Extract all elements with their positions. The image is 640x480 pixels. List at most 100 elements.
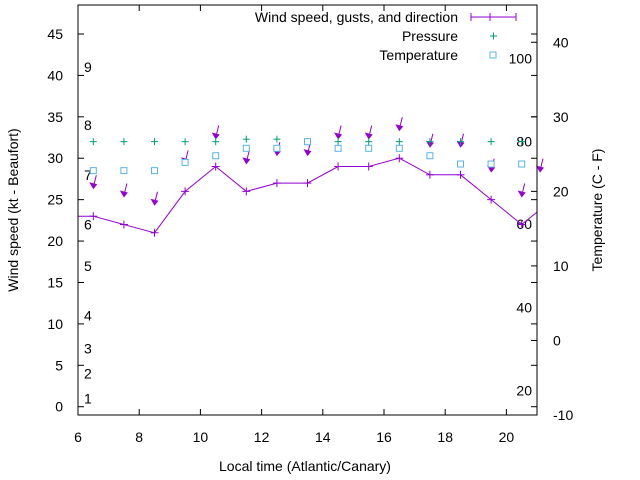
arrow-head (242, 157, 251, 165)
pressure-point (120, 138, 128, 146)
temperature-point (212, 152, 220, 160)
temperature-point (487, 160, 495, 168)
y2-tick-label: -10 (553, 407, 573, 423)
temperature-point (120, 167, 128, 175)
legend-temperature-marker (489, 51, 497, 59)
y2-tick-label: 40 (553, 34, 569, 50)
temperature-point (334, 144, 342, 152)
wind-speed-point (334, 162, 343, 171)
pressure-point (242, 135, 250, 143)
wind-speed-point (364, 162, 373, 171)
y-tick-label: 40 (47, 67, 63, 83)
legend-label-temperature: Temperature (379, 47, 458, 63)
pressure-point (518, 138, 526, 146)
pressure-point (365, 138, 373, 146)
x-axis-label: Local time (Atlantic/Canary) (219, 458, 391, 474)
arrow-head (150, 198, 159, 206)
y-tick-label: 35 (47, 109, 63, 125)
x-tick-label: 14 (315, 429, 331, 445)
temperature-point (426, 152, 434, 160)
legend: Wind speed, gusts, and direction Pressure… (255, 9, 517, 63)
y-tick-label: 45 (47, 26, 63, 42)
arrow-head (517, 190, 526, 198)
pressure-point (181, 138, 189, 146)
wind-speed-point (487, 195, 496, 204)
temperature-point (304, 138, 311, 146)
temperature-point (242, 144, 250, 152)
fahrenheit-label: 20 (516, 382, 532, 398)
beaufort-label: 5 (84, 258, 92, 274)
wind-direction-arrow (334, 125, 343, 140)
arrow-head (303, 149, 312, 157)
arrow-head (395, 124, 404, 132)
wind-speed-point (456, 170, 465, 179)
wind-direction-arrow (395, 117, 404, 132)
legend-label-pressure: Pressure (402, 28, 458, 44)
temperature-point (181, 158, 189, 166)
plot-frame (77, 4, 538, 416)
temperature-point (518, 160, 526, 168)
x-tick-label: 10 (193, 429, 209, 445)
arrow-head (334, 132, 343, 140)
beaufort-label: 6 (84, 216, 92, 232)
temperature-point (395, 144, 403, 152)
y2-tick-label: 0 (553, 332, 561, 348)
wind-speed-point (303, 179, 312, 188)
wind-speed-point (89, 212, 98, 221)
pressure-point (395, 138, 403, 146)
wind-speed-point (517, 220, 526, 229)
wind-speed-point (272, 179, 281, 188)
pressure-point (457, 138, 464, 146)
y-axis-label: Wind speed (kt - Beaufort) (5, 128, 21, 291)
wind-direction-arrow (364, 125, 373, 140)
pressure-point (273, 135, 281, 143)
beaufort-label: 1 (84, 390, 92, 406)
y-tick-label: 30 (47, 150, 63, 166)
x-tick-label: 20 (499, 429, 515, 445)
temperature-point (151, 167, 158, 175)
y-tick-label: 5 (55, 357, 63, 373)
wind-direction-arrow (536, 158, 544, 173)
y-tick-label: 0 (55, 399, 63, 415)
beaufort-label: 3 (84, 341, 92, 357)
pressure-point (426, 138, 434, 146)
wind-speed-point (181, 187, 190, 196)
temperature-point (89, 167, 97, 175)
arrow-head (211, 132, 220, 140)
wind-speed-point (150, 228, 159, 237)
beaufort-label: 2 (84, 366, 92, 382)
legend-label-wind: Wind speed, gusts, and direction (255, 9, 458, 25)
temperature-point (457, 160, 464, 168)
wind-speed-point (242, 187, 251, 196)
y-tick-label: 25 (47, 192, 63, 208)
y2-axis-label: Temperature (C - F) (589, 149, 605, 272)
wind-speed-point (395, 154, 404, 163)
wind-direction-arrow (242, 150, 251, 165)
fahrenheit-label: 40 (516, 300, 532, 316)
arrow-head (364, 132, 373, 140)
wind-direction-arrow (119, 183, 128, 198)
pressure-point (212, 138, 220, 146)
wind-speed-point (425, 170, 434, 179)
x-tick-label: 6 (74, 429, 82, 445)
y-tick-label: 10 (47, 316, 63, 332)
fahrenheit-label: 100 (509, 51, 533, 67)
x-tick-label: 16 (376, 429, 392, 445)
beaufort-label: 7 (84, 167, 92, 183)
wind-speed-point (119, 220, 128, 229)
x-tick-label: 12 (254, 429, 270, 445)
wind-direction-arrow (89, 175, 98, 190)
wind-direction-arrow (150, 191, 159, 206)
arrow-head (119, 190, 128, 198)
beaufort-label: 8 (84, 117, 92, 133)
y-tick-label: 15 (47, 274, 63, 290)
beaufort-label: 9 (84, 59, 92, 75)
pressure-point (89, 138, 97, 146)
y-tick-label: 20 (47, 233, 63, 249)
wind-direction-arrow (211, 125, 220, 140)
beaufort-label: 4 (84, 308, 92, 324)
